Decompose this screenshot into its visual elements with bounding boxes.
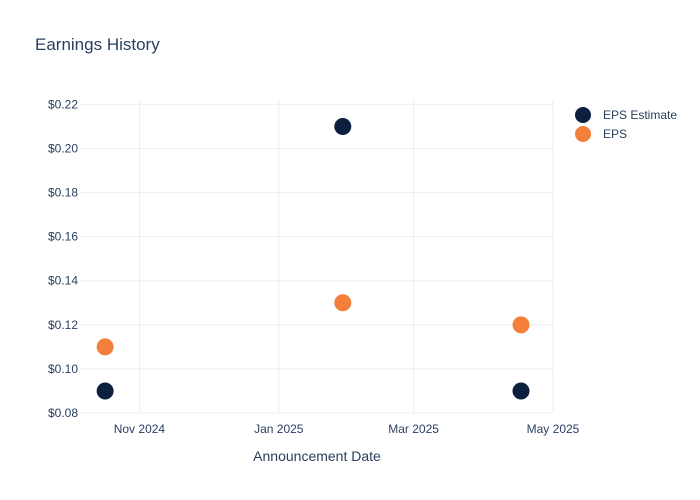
legend-label: EPS xyxy=(603,127,627,141)
data-point-eps-estimate[interactable] xyxy=(333,116,353,136)
data-point-eps-estimate[interactable] xyxy=(511,381,531,401)
data-point-eps[interactable] xyxy=(95,337,115,357)
y-tick-label: $0.18 xyxy=(48,186,78,200)
y-tick-label: $0.08 xyxy=(48,406,78,420)
y-axis-ticks: $0.08 $0.10 $0.12 $0.14 $0.16 $0.18 $0.20 $0.22 xyxy=(48,97,78,420)
legend[interactable]: EPS Estimate EPS xyxy=(575,107,677,142)
legend-item-eps-estimate[interactable]: EPS Estimate xyxy=(575,107,677,123)
y-tick-label: $0.22 xyxy=(48,97,78,111)
x-tick-label: May 2025 xyxy=(527,422,580,436)
y-tick-label: $0.20 xyxy=(48,141,78,155)
y-tick-label: $0.14 xyxy=(48,274,78,288)
y-tick-label: $0.10 xyxy=(48,362,78,376)
data-point-eps[interactable] xyxy=(511,315,531,335)
y-tick-label: $0.16 xyxy=(48,230,78,244)
legend-label: EPS Estimate xyxy=(603,108,677,122)
x-tick-label: Jan 2025 xyxy=(254,422,304,436)
y-tick-label: $0.12 xyxy=(48,318,78,332)
legend-item-eps[interactable]: EPS xyxy=(575,126,627,142)
data-point-eps-estimate[interactable] xyxy=(95,381,115,401)
data-points xyxy=(95,116,531,401)
x-axis-ticks: Nov 2024 Jan 2025 Mar 2025 May 2025 xyxy=(114,422,580,436)
grid xyxy=(80,100,554,414)
chart-title: Earnings History xyxy=(35,35,160,54)
x-tick-label: Mar 2025 xyxy=(388,422,439,436)
legend-marker xyxy=(575,126,591,142)
data-point-eps[interactable] xyxy=(333,293,353,313)
legend-marker xyxy=(575,107,591,123)
x-axis-title: Announcement Date xyxy=(253,448,381,464)
x-tick-label: Nov 2024 xyxy=(114,422,166,436)
